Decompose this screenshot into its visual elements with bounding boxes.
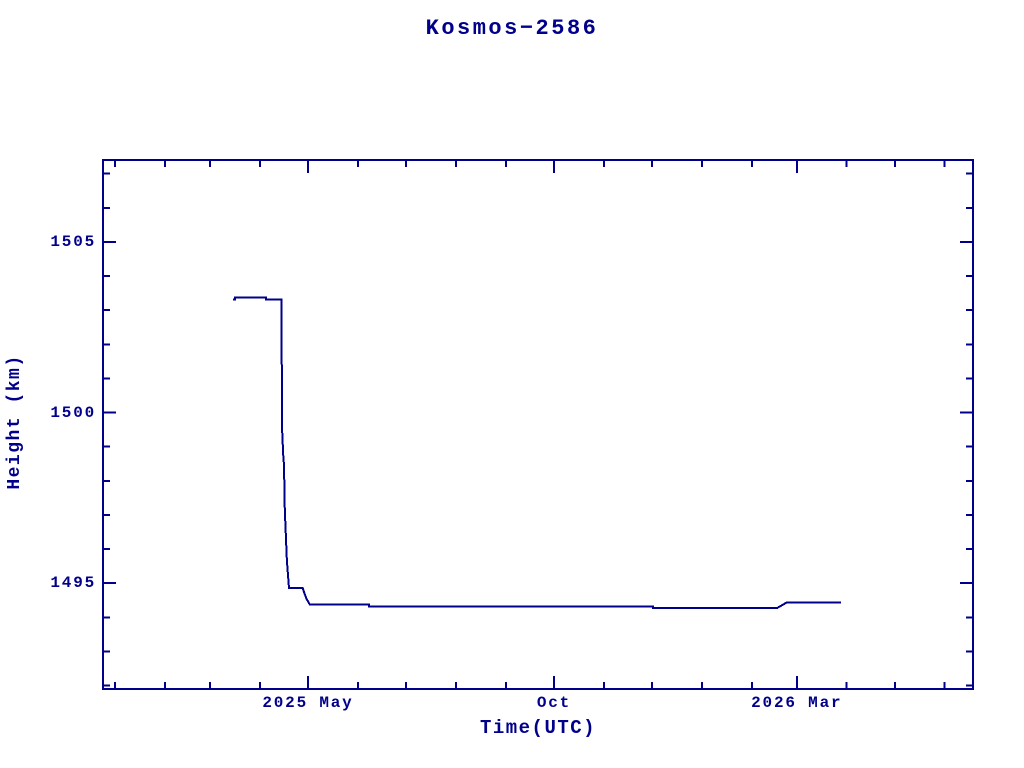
y-tick-label: 1505: [50, 232, 96, 251]
y-tick-label: 1500: [50, 403, 96, 422]
chart-title: Kosmos−2586: [425, 16, 599, 41]
plot-frame: [102, 159, 974, 690]
x-tick-label: Oct: [536, 694, 572, 712]
x-tick-label: 2026 Mar: [751, 694, 843, 712]
x-axis-title: Time(UTC): [479, 717, 597, 739]
y-tick-label: 1495: [50, 574, 96, 593]
x-tick-label: 2025 May: [262, 694, 354, 712]
height-series-line: [232, 296, 841, 610]
